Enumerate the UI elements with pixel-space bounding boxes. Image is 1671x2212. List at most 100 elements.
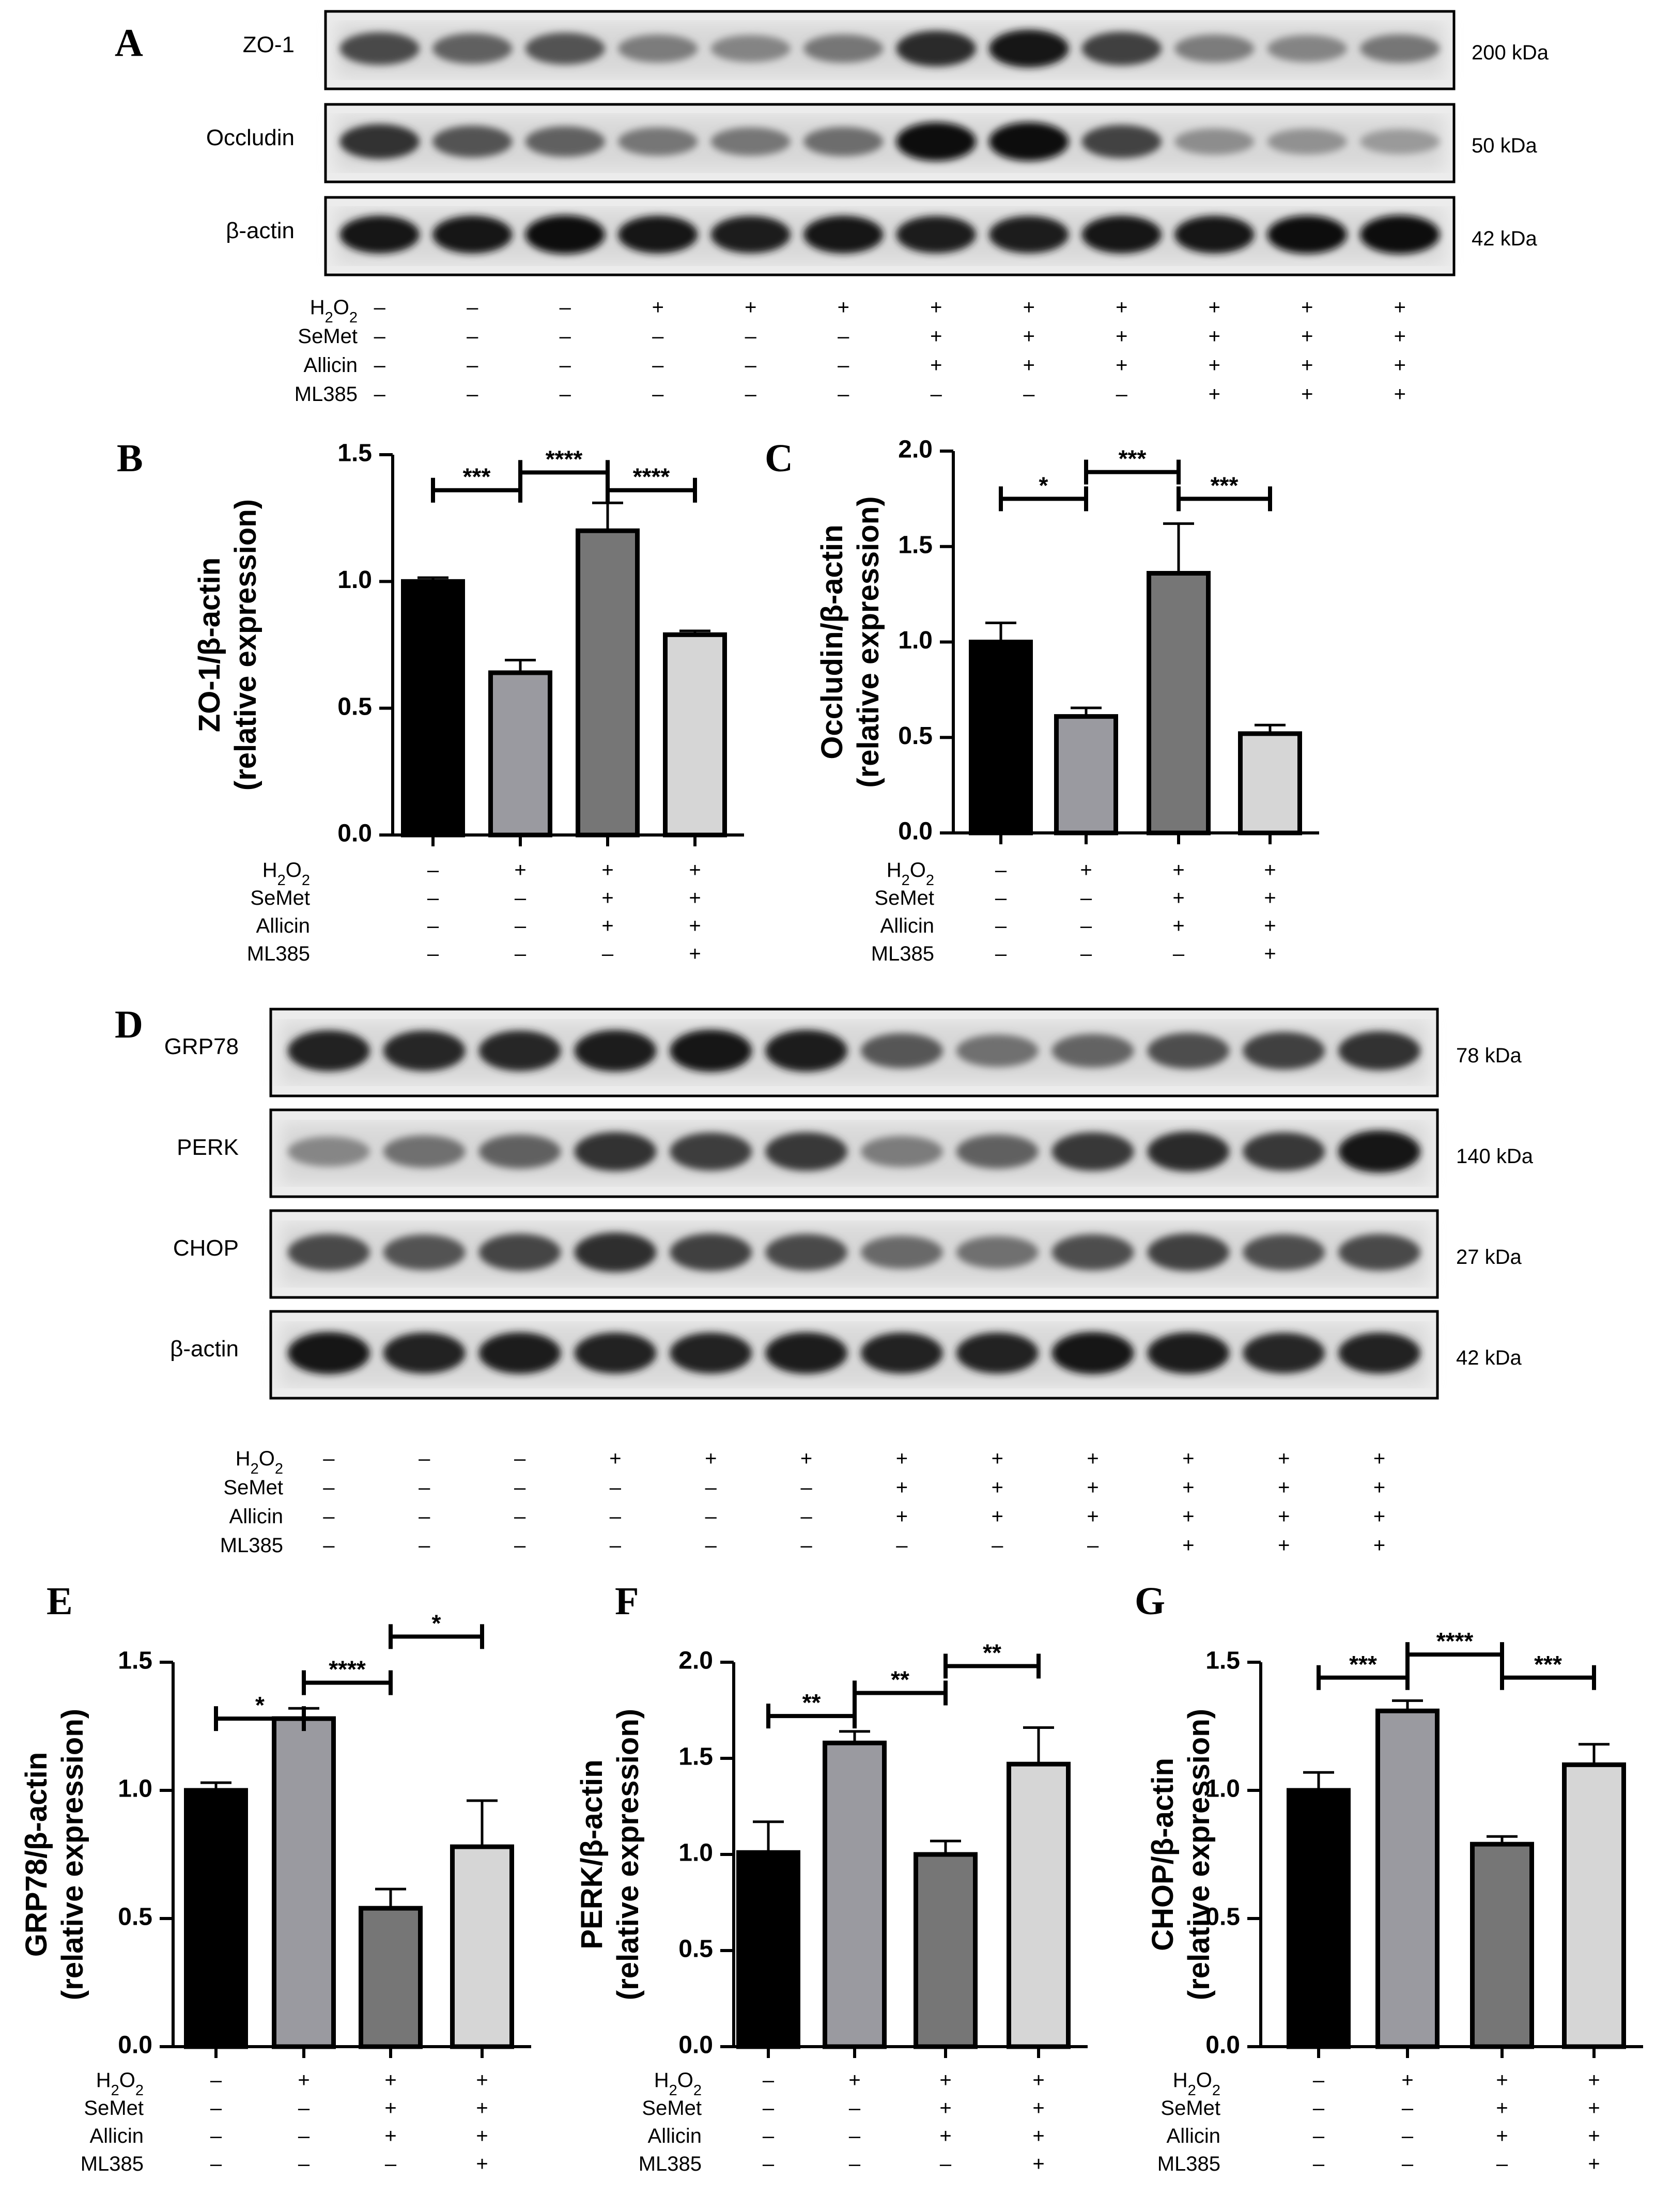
treatment-mark: –	[210, 2125, 222, 2147]
treatment-mark: –	[995, 887, 1007, 909]
y-tick-label: 0.0	[1205, 2032, 1240, 2059]
blot-haze	[336, 209, 1444, 264]
treatment-mark: +	[689, 942, 701, 965]
treatment-mark: –	[1080, 942, 1092, 965]
treatment-mark: +	[514, 859, 526, 881]
bar	[401, 579, 465, 838]
treatment-mark: +	[1087, 1447, 1098, 1470]
treatment-mark: –	[427, 887, 439, 909]
treatment-mark: +	[1301, 383, 1313, 406]
significance-label: ***	[1119, 445, 1147, 472]
treatment-mark: +	[384, 2069, 396, 2092]
significance-bracket: *	[999, 472, 1088, 512]
blot-band	[989, 122, 1069, 161]
bar	[1562, 1762, 1626, 2049]
treatment-mark: –	[323, 1447, 335, 1470]
blot-band	[1267, 35, 1347, 63]
y-tick-label: 2.0	[898, 436, 933, 463]
treatment-mark: +	[1032, 2125, 1044, 2147]
y-axis-label-secondary: (relative expression)	[611, 1709, 645, 2000]
treatment-mark: –	[298, 2125, 310, 2147]
treatment-label-semet: SeMet	[84, 2097, 144, 2120]
treatment-mark: +	[1394, 383, 1406, 406]
blot-haze	[336, 23, 1444, 78]
treatment-mark: –	[1116, 383, 1128, 406]
blot-haze	[281, 1022, 1427, 1083]
treatment-mark: +	[1264, 942, 1276, 965]
treatment-mark: –	[374, 296, 386, 319]
blot-band	[670, 1332, 752, 1374]
blot-band	[432, 33, 513, 64]
treatment-mark: –	[652, 325, 664, 348]
y-tick-label: 0.5	[898, 722, 933, 750]
treatment-label-h-o: H2O2	[96, 2069, 144, 2099]
treatment-mark: –	[560, 383, 571, 406]
bar	[488, 670, 552, 838]
treatment-mark: –	[745, 325, 757, 348]
treatment-label-allicin: Allicin	[90, 2125, 144, 2147]
treatment-mark: +	[1209, 296, 1220, 319]
blot-band	[432, 215, 513, 254]
treatment-mark: –	[323, 1505, 335, 1528]
treatment-mark: +	[1588, 2153, 1600, 2175]
significance-label: ***	[463, 463, 491, 490]
blot-band	[339, 32, 420, 65]
treatment-label-ml385: ML385	[220, 1534, 283, 1557]
y-tick-label: 1.0	[678, 1839, 713, 1867]
blot-band	[1081, 125, 1162, 159]
treatment-label-allicin: Allicin	[648, 2125, 702, 2147]
treatment-mark: +	[476, 2097, 488, 2120]
blot-band	[956, 1332, 1039, 1374]
treatment-label-semet: SeMet	[874, 887, 934, 909]
treatment-mark: –	[427, 859, 439, 881]
protein-label: ZO-1	[243, 32, 295, 57]
treatment-mark: –	[992, 1534, 1003, 1557]
bar	[969, 640, 1033, 836]
blot-band	[287, 1234, 370, 1271]
panel-letter: G	[1135, 1580, 1165, 1623]
treatment-mark: +	[609, 1447, 621, 1470]
chart-panel-e: E GRP78/β-actin (relative expression) 0.0 0.…	[20, 1580, 531, 2175]
treatment-label-semet: SeMet	[642, 2097, 702, 2120]
blot-row-chop: CHOP 27 kDa	[173, 1209, 1522, 1299]
blot-band	[860, 1332, 943, 1374]
y-tick-label: 1.0	[118, 1775, 152, 1803]
y-tick-label: 0.0	[678, 2032, 713, 2059]
treatment-mark: +	[689, 859, 701, 881]
treatment-mark: –	[298, 2153, 310, 2175]
significance-bracket: ****	[606, 463, 697, 503]
blot-band	[765, 1132, 848, 1171]
blot-band	[339, 215, 420, 254]
treatment-mark: +	[689, 887, 701, 909]
treatment-mark: +	[1116, 325, 1127, 348]
treatment-mark: +	[1588, 2125, 1600, 2147]
molecular-weight-label: 200 kDa	[1472, 41, 1549, 64]
treatment-mark: –	[940, 2153, 952, 2175]
bar	[576, 528, 640, 838]
y-tick-label: 0.5	[337, 693, 372, 720]
treatment-mark: –	[1087, 1534, 1099, 1557]
blot-band	[860, 1136, 943, 1167]
panel-letter: D	[115, 1003, 143, 1046]
chart-panel-b: B ZO-1/β-actin (relative expression) 0.0 0.5…	[117, 437, 744, 965]
treatment-mark: –	[800, 1505, 812, 1528]
blot-band	[1243, 1333, 1325, 1373]
blot-row-beta-actin: β-actin 42 kDa	[226, 196, 1537, 276]
treatment-mark: –	[210, 2097, 222, 2120]
significance-bracket: *	[389, 1610, 484, 1649]
blot-band	[956, 1134, 1039, 1169]
blot-band	[1338, 1332, 1421, 1374]
blot-band	[896, 215, 976, 254]
bar	[1238, 731, 1302, 836]
blot-band	[670, 1132, 752, 1171]
blot-band	[1174, 128, 1255, 155]
molecular-weight-label: 50 kDa	[1472, 134, 1537, 157]
bar	[736, 1850, 800, 2049]
treatment-mark: +	[1394, 354, 1406, 377]
blot-band	[287, 1136, 370, 1167]
significance-bracket: **	[853, 1666, 948, 1706]
treatment-mark: +	[705, 1447, 717, 1470]
treatment-mark: –	[1023, 383, 1035, 406]
bar	[1375, 1708, 1440, 2049]
significance-label: *	[432, 1610, 441, 1636]
